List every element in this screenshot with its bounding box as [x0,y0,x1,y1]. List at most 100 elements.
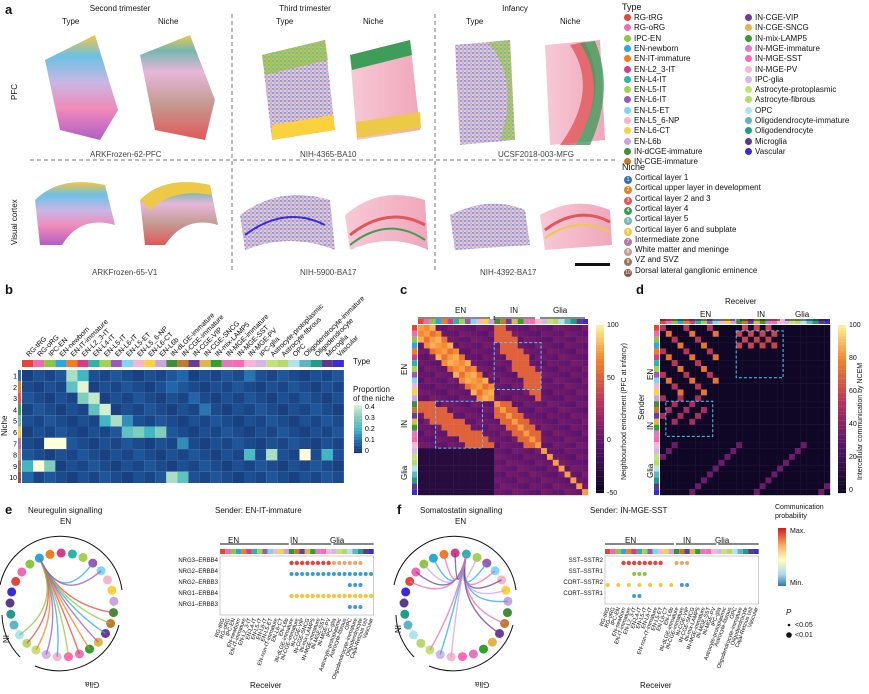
colorbar-segment [838,358,846,362]
heatmap-cell [188,460,200,472]
heatmap-cell [558,465,565,472]
legend-item: 9 VZ and SVZ [624,255,679,267]
heatmap-cell [110,437,122,450]
heatmap-cell [765,377,772,384]
highlight-box [435,400,483,449]
heatmap-cell [564,401,571,408]
heatmap-cell [706,395,713,402]
heatmap-cell [665,442,672,449]
heatmap-cell [724,354,731,361]
heatmap-cell [523,354,530,361]
heatmap-cell [447,436,454,443]
type-strip-cell [288,360,300,367]
dotplot-dot [331,561,336,565]
heatmap-cell [818,401,825,408]
type-strip-cell [210,360,222,367]
heatmap-cell [529,418,536,425]
heatmap-cell [88,370,100,382]
heatmap-cell [423,465,430,472]
heatmap-cell [429,330,436,337]
heatmap-cell [447,389,454,396]
heatmap-cell [529,401,536,408]
heatmap-cell [783,489,790,496]
colorbar-segment [596,487,604,491]
receiver-strip-cell [251,549,258,554]
heatmap-cell [418,465,425,472]
heatmap-cell [812,477,819,484]
legend-swatch [745,86,752,94]
heatmap-cell [736,477,743,484]
heatmap-cell [546,483,554,490]
col-header-third-trimester: Third trimester [279,4,331,13]
heatmap-cell [244,437,256,450]
heatmap-cell [582,330,589,337]
heatmap-cell [671,360,678,367]
heatmap-cell [570,407,577,414]
dotplot-dot [315,593,321,599]
heatmap-cell [505,483,512,490]
heatmap-cell [210,437,222,450]
colorbar-segment [838,414,846,418]
heatmap-cell [777,366,784,373]
heatmap-cell [747,465,754,472]
heatmap-cell [753,383,760,390]
heatmap-cell [736,389,743,396]
heatmap-cell [771,330,778,337]
heatmap-cell [818,336,825,343]
heatmap-cell [794,465,801,472]
heatmap-cell [783,407,790,414]
receiver-strip-cell [304,549,311,554]
heatmap-cell [765,401,772,408]
legend-item: IPC-glia [745,75,783,85]
heatmap-cell [706,407,713,414]
legend-swatch [624,65,631,73]
heatmap-cell [742,395,749,402]
heatmap-cell [66,460,78,472]
colorbar-segment [596,341,604,345]
heatmap-cell [706,448,713,455]
heatmap-cell [701,348,708,355]
panel-f-chord-en: EN [455,517,467,526]
legend-item: 6 Cortical layer 6 and subplate [624,225,736,236]
heatmap-cell [695,442,702,449]
heatmap-cell [788,459,796,466]
heatmap-cell [576,453,583,461]
legend-swatch [745,34,752,42]
heatmap-cell [582,442,589,449]
heatmap-cell [794,489,801,496]
receiver-strip-cell [748,549,754,554]
dotplot-dot [331,572,336,576]
heatmap-cell [724,325,731,332]
heatmap-cell [765,354,772,361]
heatmap-cell [541,325,548,332]
heatmap-cell [753,483,760,490]
heatmap-cell [558,366,565,373]
heatmap-cell [765,465,772,472]
heatmap-cell [742,330,749,337]
heatmap-cell [747,477,754,484]
heatmap-cell [730,395,737,402]
colorbar-segment [838,406,846,410]
type-strip-cell [824,319,830,324]
heatmap-cell [718,325,725,332]
panel-e-chord-en: EN [60,517,72,526]
heatmap-cell [529,477,536,484]
heatmap-cell [505,366,512,373]
heatmap-cell [742,336,749,343]
niche-strip-cell [18,392,21,404]
type-strip-cell [654,325,659,331]
heatmap-cell [712,430,719,437]
panel-d-group-en: EN [700,310,712,319]
heatmap-cell [310,403,322,416]
heatmap-cell [570,459,577,466]
dotplot-dot [342,561,347,565]
heatmap-cell [706,348,713,355]
dotplot-dot [294,572,299,576]
heatmap-cell [759,371,766,378]
heatmap-cell [777,325,784,332]
heatmap-cell [418,354,425,361]
comm-min: Min. [790,580,804,587]
heatmap-cell [435,330,442,337]
heatmap-cell [818,371,825,378]
heatmap-cell [535,424,542,431]
